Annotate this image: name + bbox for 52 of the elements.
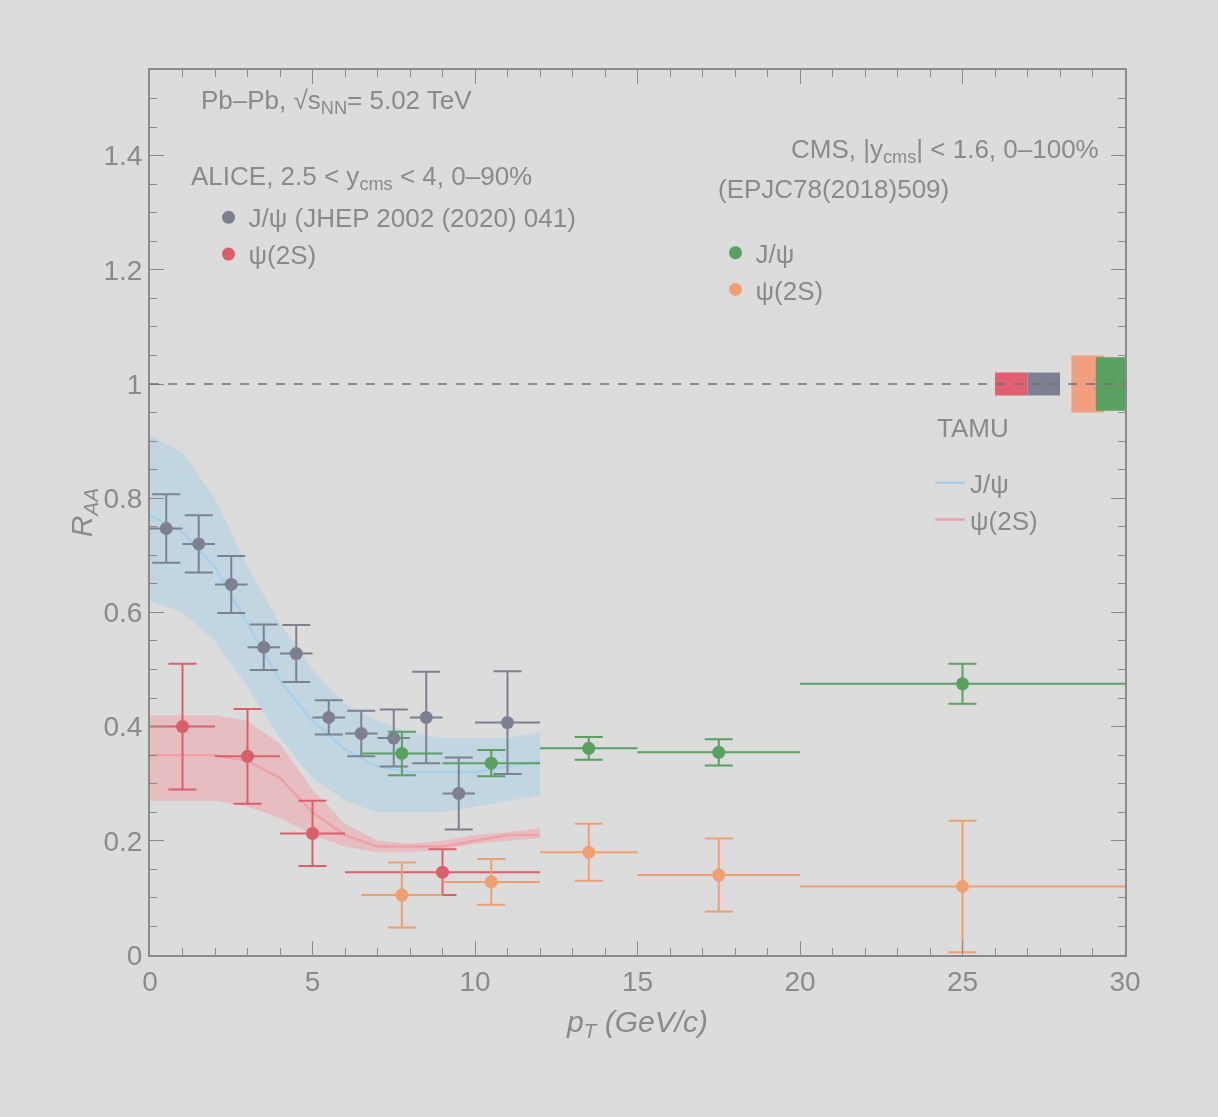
- point: [322, 710, 336, 724]
- x-tick-label: 25: [946, 965, 979, 997]
- legend-label: J/ψ (JHEP 2002 (2020) 041): [248, 203, 576, 234]
- point: [582, 845, 596, 859]
- x-tick-label: 15: [621, 965, 654, 997]
- point: [582, 741, 596, 755]
- point: [224, 577, 238, 591]
- legend-label: J/ψ: [970, 468, 1009, 499]
- point: [484, 756, 498, 770]
- point: [387, 731, 401, 745]
- y-tick-label: 0.2: [103, 825, 143, 857]
- point: [192, 537, 206, 551]
- annotation: Pb–Pb, √s$_{NN}$= 5.02 TeV: [201, 85, 473, 119]
- point: [712, 745, 726, 759]
- x-axis-title: p$_{T}$ (GeV/c): [565, 1004, 709, 1042]
- x-tick-label: 5: [304, 965, 321, 997]
- point: [956, 879, 969, 893]
- point: [176, 720, 189, 734]
- point: [452, 786, 466, 800]
- annotation: (EPJC78(2018)509): [718, 174, 950, 204]
- point: [306, 826, 319, 840]
- annotation: ALICE, 2.5 < y$_{cms}$ < 4, 0–90%: [191, 161, 533, 195]
- line-series: [150, 514, 542, 774]
- point: [354, 726, 368, 740]
- point: [712, 868, 726, 882]
- point: [159, 521, 173, 535]
- y-tick-label: 0.8: [103, 483, 143, 515]
- y-tick-label: 1.2: [103, 254, 143, 286]
- legend-label: ψ(2S): [970, 505, 1038, 536]
- x-tick-label: 30: [1109, 965, 1141, 997]
- x-tick-label: 10: [459, 965, 491, 997]
- point: [419, 710, 433, 724]
- y-tick-label: 0.4: [103, 711, 143, 743]
- point: [484, 875, 498, 889]
- point: [501, 716, 514, 730]
- point: [241, 749, 254, 763]
- legend-label: ψ(2S): [248, 240, 317, 271]
- point: [395, 746, 409, 760]
- point: [956, 677, 969, 691]
- point: [395, 888, 409, 902]
- annotation: TAMU: [937, 413, 1009, 443]
- y-tick-label: 1: [126, 368, 143, 400]
- annotation: CMS, |y$_{cms}$| < 1.6, 0–100%: [791, 134, 1099, 168]
- y-tick-label: 1.4: [103, 140, 143, 172]
- x-tick-label: 20: [784, 965, 816, 997]
- y-tick-label: 0.6: [103, 597, 143, 629]
- point: [436, 865, 449, 879]
- point: [257, 640, 271, 654]
- y-tick-label: 0: [126, 939, 143, 971]
- legend-label: J/ψ: [755, 238, 795, 269]
- legend-label: ψ(2S): [755, 275, 824, 306]
- point: [289, 647, 303, 661]
